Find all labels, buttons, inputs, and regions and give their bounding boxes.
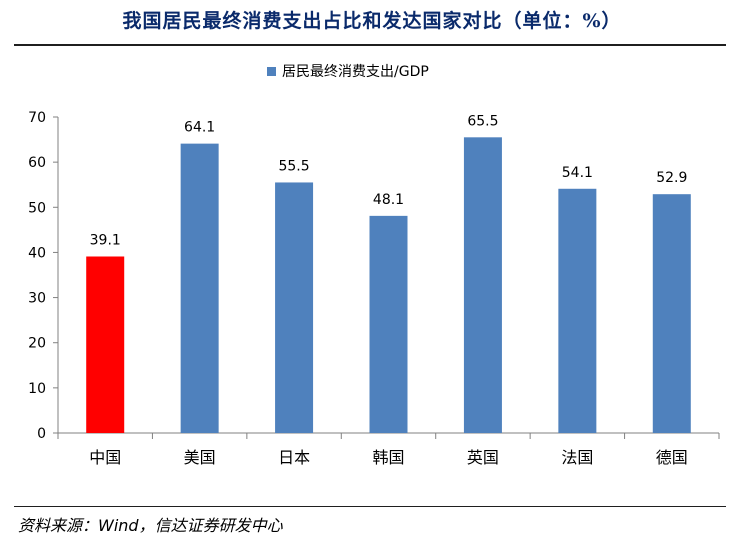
y-tick-label: 70 <box>28 110 46 126</box>
legend-swatch <box>267 67 276 76</box>
data-label: 65.5 <box>467 113 498 129</box>
bar <box>275 182 314 433</box>
x-tick-label: 日本 <box>278 448 310 467</box>
title-divider <box>14 44 726 46</box>
data-label: 64.1 <box>184 120 215 136</box>
data-label: 52.9 <box>656 170 687 186</box>
bar <box>86 256 125 433</box>
bar <box>180 143 219 433</box>
source-note: 资料来源：Wind，信达证券研发中心 <box>18 516 283 535</box>
x-tick-label: 韩国 <box>372 448 404 467</box>
page-title: 我国居民最终消费支出占比和发达国家对比（单位：%） <box>122 10 622 32</box>
data-label: 48.1 <box>373 192 404 208</box>
legend-label: 居民最终消费支出/GDP <box>282 64 429 80</box>
bar <box>558 188 597 433</box>
bar <box>652 194 691 433</box>
data-label: 39.1 <box>90 232 121 248</box>
y-tick-label: 20 <box>28 336 46 352</box>
y-tick-label: 0 <box>37 426 46 442</box>
x-tick-label: 英国 <box>467 448 499 467</box>
bar <box>369 215 408 433</box>
y-tick-label: 10 <box>28 381 46 397</box>
x-tick-label: 中国 <box>89 448 121 467</box>
data-label: 54.1 <box>562 165 593 181</box>
y-tick-label: 50 <box>28 200 46 216</box>
y-tick-label: 30 <box>28 291 46 307</box>
data-label: 55.5 <box>278 158 309 174</box>
x-tick-label: 德国 <box>656 448 688 467</box>
x-tick-label: 法国 <box>561 448 593 467</box>
y-tick-label: 40 <box>28 245 46 261</box>
bar-chart: 居民最终消费支出/GDP 0 10 20 30 40 50 60 70 39.1 中国 64.1 美国 5… <box>28 64 720 467</box>
x-tick-label: 美国 <box>184 448 216 467</box>
bar <box>463 137 502 434</box>
y-tick-label: 60 <box>28 155 46 171</box>
footer-divider <box>14 506 726 507</box>
